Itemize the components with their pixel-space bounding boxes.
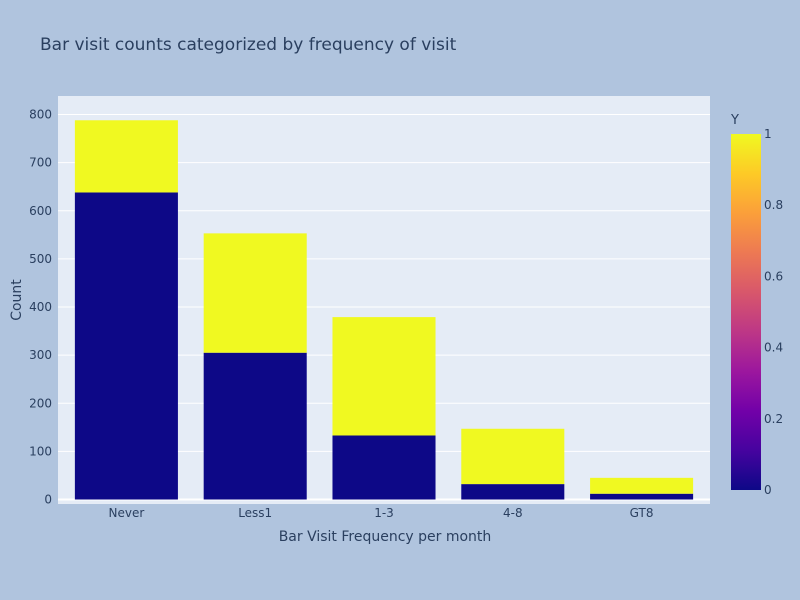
- colorbar-tick-label: 0: [764, 483, 772, 497]
- colorbar-title: Y: [730, 113, 739, 128]
- bar-1-3-y1: [332, 317, 436, 436]
- chart-title: Bar visit counts categorized by frequenc…: [40, 35, 457, 55]
- x-tick-label: 4-8: [503, 506, 523, 520]
- bar-1-3-y0: [332, 435, 436, 500]
- bar-never-y1: [74, 120, 178, 193]
- x-tick-label: 1-3: [374, 506, 394, 520]
- y-tick-label: 0: [44, 493, 52, 507]
- bar-less1-y1: [203, 233, 307, 353]
- y-tick-label: 700: [29, 156, 52, 170]
- bar-gt8-y1: [590, 477, 694, 494]
- colorbar-ticks: 0 0.2 0.4 0.6 0.8 1: [764, 127, 783, 497]
- x-axis-ticks: Never Less1 1-3 4-8 GT8: [109, 506, 654, 520]
- colorbar-tick-label: 0.8: [764, 198, 783, 212]
- x-tick-label: Never: [109, 506, 145, 520]
- y-tick-label: 300: [29, 348, 52, 362]
- y-tick-label: 600: [29, 204, 52, 218]
- bar-gt8-y0: [590, 493, 694, 500]
- colorbar-tick-label: 1: [764, 127, 772, 141]
- colorbar-gradient: [731, 134, 761, 490]
- y-axis-title: Count: [9, 279, 25, 321]
- colorbar-tick-label: 0.4: [764, 341, 783, 355]
- colorbar-tick-label: 0.6: [764, 269, 783, 283]
- bar-4-8-y0: [461, 484, 565, 500]
- bar-never-y0: [74, 192, 178, 500]
- y-tick-label: 200: [29, 396, 52, 410]
- bars: [74, 120, 694, 500]
- x-tick-label: Less1: [238, 506, 272, 520]
- y-tick-label: 500: [29, 252, 52, 266]
- bar-4-8-y1: [461, 428, 565, 485]
- colorbar-tick-label: 0.2: [764, 412, 783, 426]
- bar-less1-y0: [203, 352, 307, 500]
- colorbar: Y 0 0.2 0.4 0.6 0.8 1: [730, 113, 783, 497]
- y-tick-label: 100: [29, 444, 52, 458]
- y-tick-label: 800: [29, 108, 52, 122]
- y-axis-ticks: 0 100 200 300 400 500 600 700 800: [29, 108, 52, 507]
- y-tick-label: 400: [29, 300, 52, 314]
- x-axis-title: Bar Visit Frequency per month: [279, 529, 492, 545]
- x-tick-label: GT8: [630, 506, 654, 520]
